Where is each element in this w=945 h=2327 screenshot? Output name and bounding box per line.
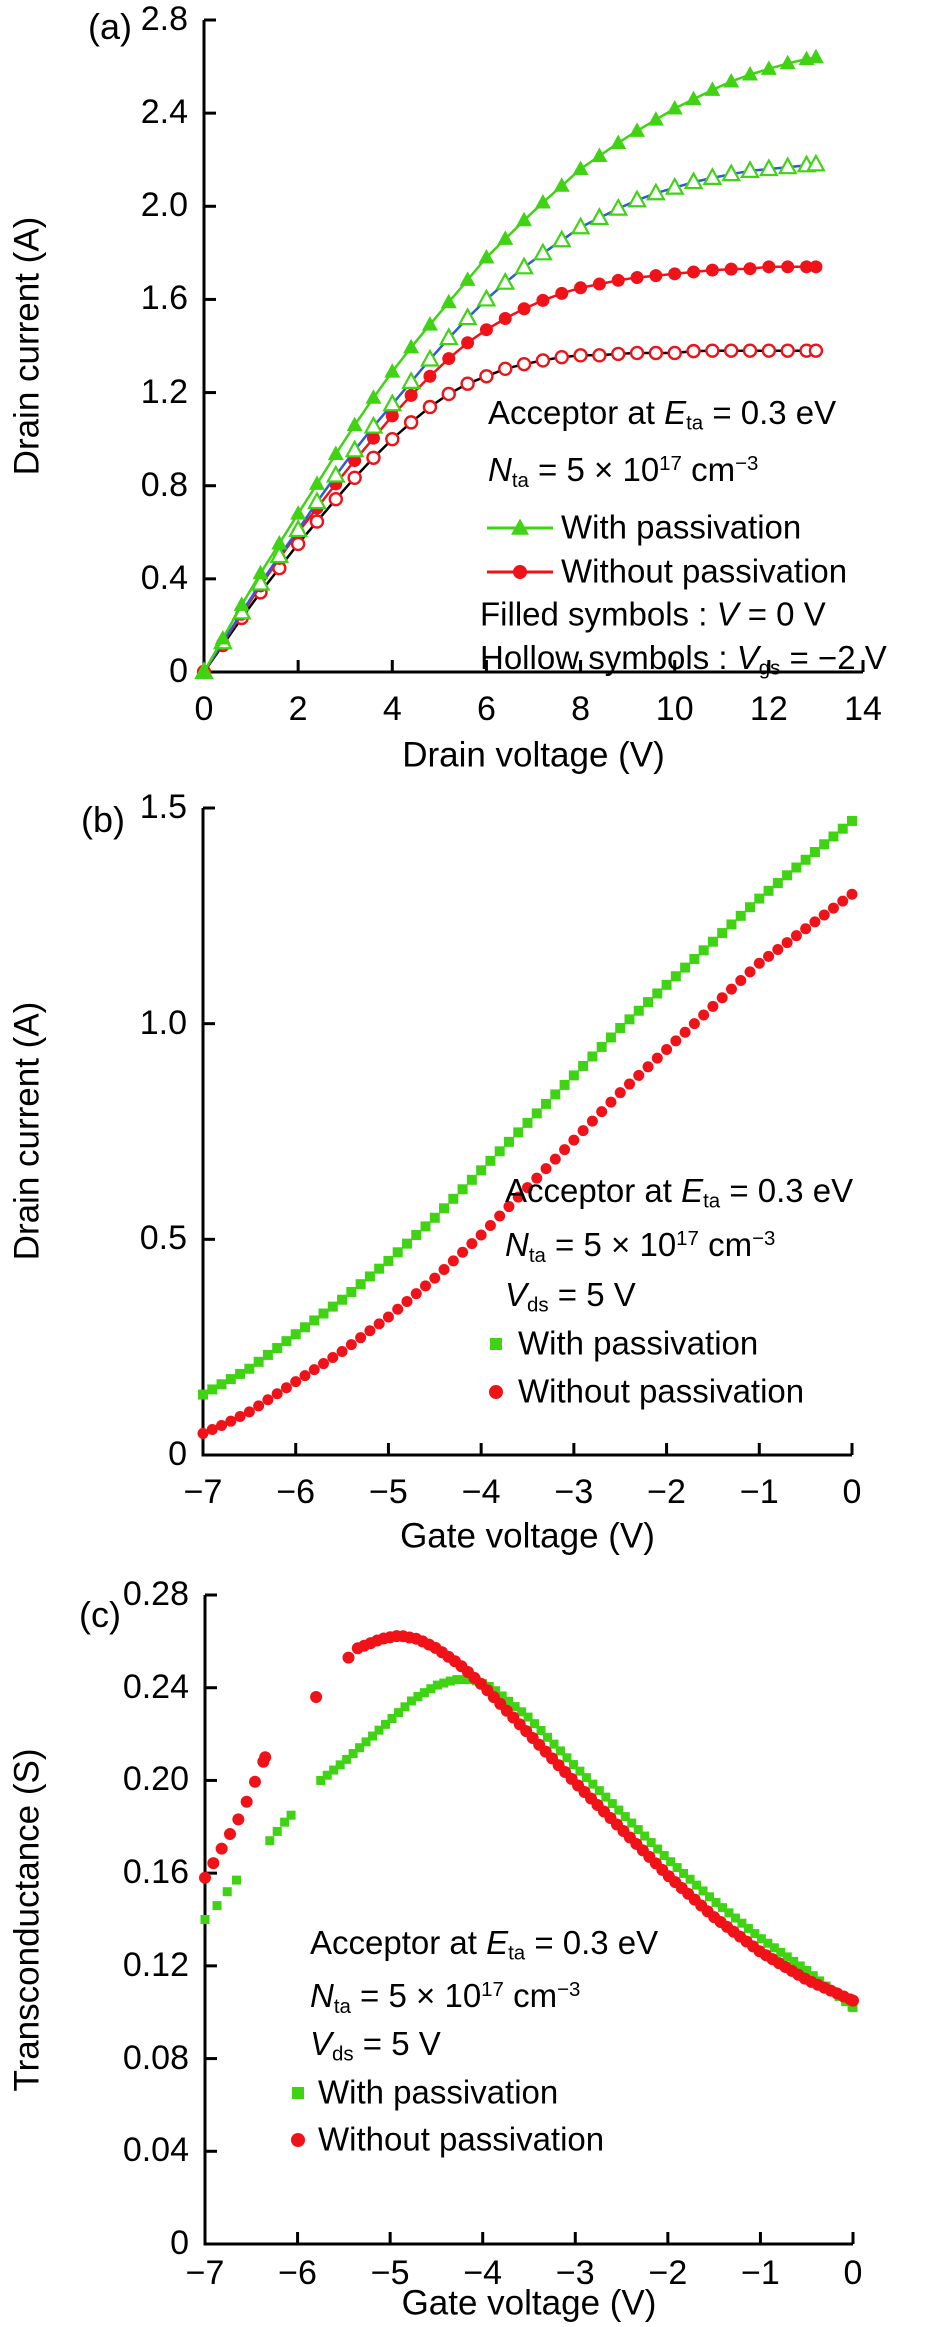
series-without-passivation (199, 1630, 859, 2007)
x-tick-label: 0 (194, 690, 214, 729)
x-axis-title: Gate voltage (V) (401, 2283, 657, 2323)
x-tick-label: −3 (555, 2254, 595, 2293)
x-tick-label: −1 (739, 1473, 779, 1512)
x-tick-label: −4 (461, 1473, 501, 1512)
x-tick-label: −7 (183, 1473, 223, 1512)
x-tick-label: −2 (647, 1473, 686, 1512)
legend-text: Vds = 5 V (505, 1275, 636, 1317)
series-with-passivation-vgs-2 (194, 153, 826, 680)
y-axis-title: Transconductance (S) (7, 1748, 47, 2092)
y-tick-label: 0.4 (140, 559, 188, 597)
x-tick-label: −1 (741, 2254, 780, 2293)
x-tick-label: −5 (369, 1473, 408, 1512)
legend-text: With passivation (518, 1324, 759, 1362)
x-tick-label: −6 (276, 1473, 316, 1512)
y-tick-label: 0.24 (122, 1667, 189, 1706)
y-tick-label: 0 (170, 2224, 189, 2263)
x-axis-title: Drain voltage (V) (402, 735, 665, 775)
y-tick-label: 1.6 (140, 279, 188, 318)
legend-text: Acceptor at Eta = 0.3 eV (505, 1171, 854, 1213)
panel-letter-b: (b) (81, 799, 125, 841)
panel-a (194, 18, 865, 680)
y-tick-label: 0.8 (140, 465, 188, 504)
y-tick-label: 0 (168, 1435, 187, 1474)
series-line (202, 56, 817, 673)
y-tick-label: 0.04 (122, 2131, 189, 2170)
legend-text: Vds = 5 V (310, 2024, 441, 2066)
legend-swatch (487, 518, 553, 535)
y-tick-label: 0.28 (122, 1575, 189, 1614)
y-axis-title: Drain current (A) (7, 216, 47, 476)
x-tick-label: 2 (288, 690, 308, 729)
y-tick-label: 2.0 (140, 186, 188, 225)
y-tick-label: 1.0 (139, 1003, 187, 1042)
legend-swatch (291, 2133, 305, 2147)
legend-swatch (487, 565, 553, 579)
panel-b (197, 806, 858, 1457)
x-tick-label: −5 (370, 2254, 410, 2293)
x-tick-label: 12 (749, 690, 788, 729)
series-with-passivation (198, 815, 857, 1400)
x-tick-label: −7 (185, 2254, 225, 2293)
x-tick-label: −3 (554, 1473, 594, 1512)
y-tick-label: 0.12 (122, 1946, 189, 1984)
x-tick-label: 6 (476, 690, 496, 729)
x-tick-label: 10 (655, 690, 694, 729)
x-tick-label: 0 (843, 2254, 863, 2293)
legend-text: Acceptor at Eta = 0.3 eV (488, 393, 837, 435)
legend-text: With passivation (318, 2073, 559, 2111)
legend-text: Nta = 5 × 1017 cm−3 (505, 1226, 776, 1267)
panel-c (199, 1593, 859, 2246)
legend-text: Without passivation (318, 2120, 605, 2158)
legend-text: Acceptor at Eta = 0.3 eV (310, 1923, 659, 1965)
y-tick-label: 0.16 (122, 1853, 189, 1892)
x-tick-label: 14 (844, 690, 882, 729)
y-tick-label: 0.08 (122, 2038, 189, 2077)
x-tick-label: −6 (278, 2254, 317, 2293)
series-without-passivation (197, 888, 858, 1439)
panel-letter-a: (a) (88, 6, 132, 48)
legend-swatch (490, 1338, 502, 1350)
x-tick-label: 8 (571, 690, 591, 729)
x-tick-label: 0 (842, 1473, 862, 1512)
y-axis-title: Drain current (A) (7, 1001, 47, 1261)
y-tick-label: 1.5 (139, 788, 187, 827)
x-axis-title: Gate voltage (V) (400, 1516, 655, 1556)
x-tick-label: −2 (648, 2254, 688, 2293)
legend-swatch (489, 1385, 503, 1399)
x-tick-label: 4 (382, 690, 402, 729)
y-tick-label: 0.20 (122, 1760, 189, 1799)
legend-text: Nta = 5 × 1017 cm−3 (488, 451, 759, 492)
x-tick-label: −4 (463, 2254, 503, 2293)
series-with-passivation-vgs0 (196, 48, 824, 678)
legend-text: Hollow symbols : Vgs = −2 V (480, 638, 887, 680)
series-line (202, 265, 816, 673)
legend-swatch (292, 2087, 304, 2099)
legend-text: With passivation (561, 508, 802, 546)
legend-text: Filled symbols : V = 0 V (480, 595, 826, 633)
y-tick-label: 2.4 (140, 93, 188, 132)
y-tick-label: 0.5 (139, 1219, 187, 1258)
y-tick-label: 0 (169, 652, 188, 691)
legend-text: Without passivation (518, 1372, 805, 1410)
series-line (202, 163, 817, 673)
panel-letter-c: (c) (79, 1594, 121, 1636)
legend-text: Nta = 5 × 1017 cm−3 (310, 1977, 581, 2018)
legend-text: Without passivation (561, 552, 848, 590)
y-tick-label: 2.8 (140, 0, 188, 39)
y-tick-label: 1.2 (140, 372, 188, 411)
series-line (202, 349, 816, 673)
